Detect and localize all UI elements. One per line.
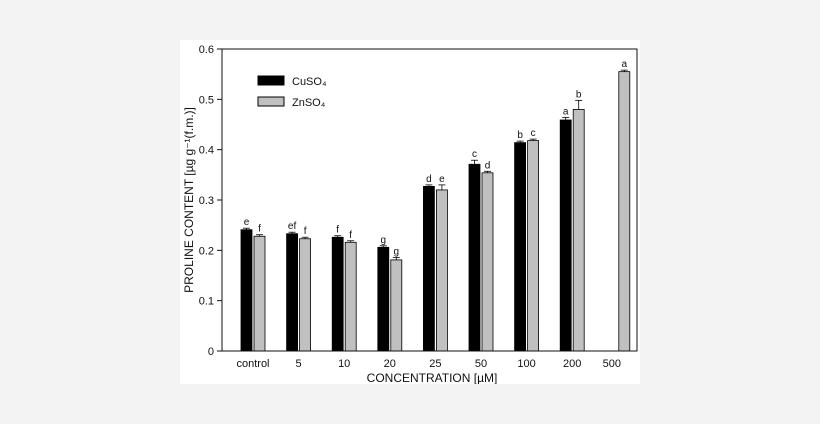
x-axis: control 5 10 20 25 50 100 200 500	[236, 358, 620, 370]
significance-label: a	[563, 106, 569, 117]
y-tick-label: 0.1	[199, 296, 214, 308]
significance-label: ef	[288, 221, 297, 232]
x-tick-label: 20	[384, 358, 396, 370]
significance-label: b	[576, 89, 582, 100]
bar-znso4	[390, 259, 403, 352]
significance-label: f	[349, 230, 352, 241]
bar-znso4	[481, 172, 494, 352]
bar-cuso4	[286, 233, 298, 352]
x-tick-label: 50	[475, 358, 487, 370]
bar-znso4	[572, 109, 585, 352]
x-tick-label: 500	[603, 358, 621, 370]
x-tick-label: 200	[563, 358, 581, 370]
legend-swatch-cuso4	[257, 75, 285, 86]
significance-label: b	[517, 130, 523, 141]
y-axis: 0 0.1 0.2 0.3 0.4 0.5 0.6	[199, 44, 222, 358]
x-tick-label: 5	[296, 358, 302, 370]
y-tick-label: 0	[208, 346, 214, 358]
y-tick-label: 0.4	[199, 145, 214, 157]
x-tick-label: 100	[517, 358, 535, 370]
legend-label-cuso4: CuSO₄	[292, 76, 327, 88]
y-tick-label: 0.6	[199, 44, 214, 56]
significance-label: e	[439, 174, 445, 185]
chart-card: e f ef f f f g g d e c d b c a b a 0 0.1 0.2 0.3 0.4 0.5 0.6 c…	[180, 40, 640, 384]
x-tick-label: 25	[429, 358, 441, 370]
bar-cuso4	[514, 142, 527, 352]
y-tick-label: 0.3	[199, 195, 214, 207]
bar-cuso4	[331, 236, 344, 352]
significance-label: e	[244, 217, 250, 228]
significance-label: f	[336, 225, 339, 236]
significance-label: a	[622, 59, 628, 70]
x-tick-label: control	[236, 358, 269, 370]
bar-cuso4	[559, 119, 572, 352]
significance-label: g	[394, 246, 400, 257]
significance-label: f	[304, 226, 307, 237]
significance-label: c	[472, 149, 477, 160]
bar-znso4	[253, 235, 266, 352]
y-tick-label: 0.5	[199, 94, 214, 106]
significance-label: g	[381, 235, 387, 246]
x-axis-title: CONCENTRATION [µM]	[367, 371, 498, 384]
bar-znso4	[435, 189, 448, 352]
legend-swatch-znso4	[257, 96, 285, 107]
bar-cuso4	[377, 246, 390, 352]
bar-cuso4	[240, 229, 253, 352]
y-axis-title: PROLINE CONTENT [µg g⁻¹(f.m.)]	[182, 107, 196, 293]
legend: CuSO₄ ZnSO₄	[257, 75, 327, 109]
bar-znso4	[344, 241, 357, 352]
bars-layer	[240, 69, 631, 352]
significance-label: d	[485, 160, 491, 171]
bar-znso4	[527, 140, 540, 352]
significance-label: f	[258, 224, 261, 235]
bar-znso4	[299, 238, 311, 352]
bar-cuso4	[422, 186, 435, 352]
legend-label-znso4: ZnSO₄	[292, 97, 326, 109]
x-tick-label: 10	[338, 358, 350, 370]
bar-znso4	[618, 71, 631, 352]
significance-label: c	[531, 128, 536, 139]
bar-cuso4	[468, 163, 481, 352]
y-tick-label: 0.2	[199, 245, 214, 257]
significance-label: d	[426, 174, 432, 185]
